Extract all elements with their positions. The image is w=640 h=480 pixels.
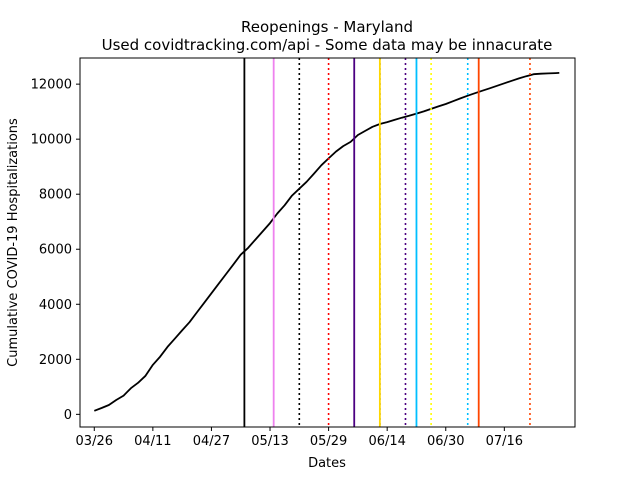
x-axis: 03/26 04/11 04/27 05/13 05/29 06/14 06/30 07/16 bbox=[76, 427, 523, 449]
x-tick-label: 06/30 bbox=[427, 434, 464, 449]
x-tick-label: 06/14 bbox=[368, 434, 405, 449]
series-line-0 bbox=[93, 72, 560, 412]
x-tick-label: 04/11 bbox=[134, 434, 171, 449]
x-tick-label: 04/27 bbox=[193, 434, 230, 449]
y-tick-label: 0 bbox=[64, 408, 72, 423]
y-tick-label: 12000 bbox=[31, 78, 72, 93]
y-tick-label: 2000 bbox=[39, 353, 72, 368]
y-axis-label: Cumulative COVID-19 Hospitalizations bbox=[6, 118, 21, 367]
chart-subtitle: Used covidtracking.com/api - Some data m… bbox=[102, 36, 553, 54]
x-tick-label: 03/26 bbox=[76, 434, 113, 449]
x-axis-label: Dates bbox=[308, 456, 346, 471]
y-tick-label: 6000 bbox=[39, 243, 72, 258]
x-tick-label: 05/29 bbox=[310, 434, 347, 449]
y-tick-label: 8000 bbox=[39, 188, 72, 203]
y-axis: 0 2000 4000 6000 8000 10000 12000 bbox=[31, 78, 80, 423]
chart-title: Reopenings - Maryland bbox=[241, 18, 413, 36]
plot-area bbox=[93, 58, 560, 427]
axes-frame bbox=[79, 57, 576, 428]
x-tick-label: 05/13 bbox=[251, 434, 288, 449]
y-tick-label: 4000 bbox=[39, 298, 72, 313]
y-tick-label: 10000 bbox=[31, 133, 72, 148]
x-tick-label: 07/16 bbox=[486, 434, 523, 449]
